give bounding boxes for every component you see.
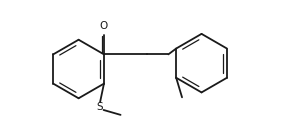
Text: O: O (100, 21, 108, 31)
Text: S: S (97, 102, 103, 112)
